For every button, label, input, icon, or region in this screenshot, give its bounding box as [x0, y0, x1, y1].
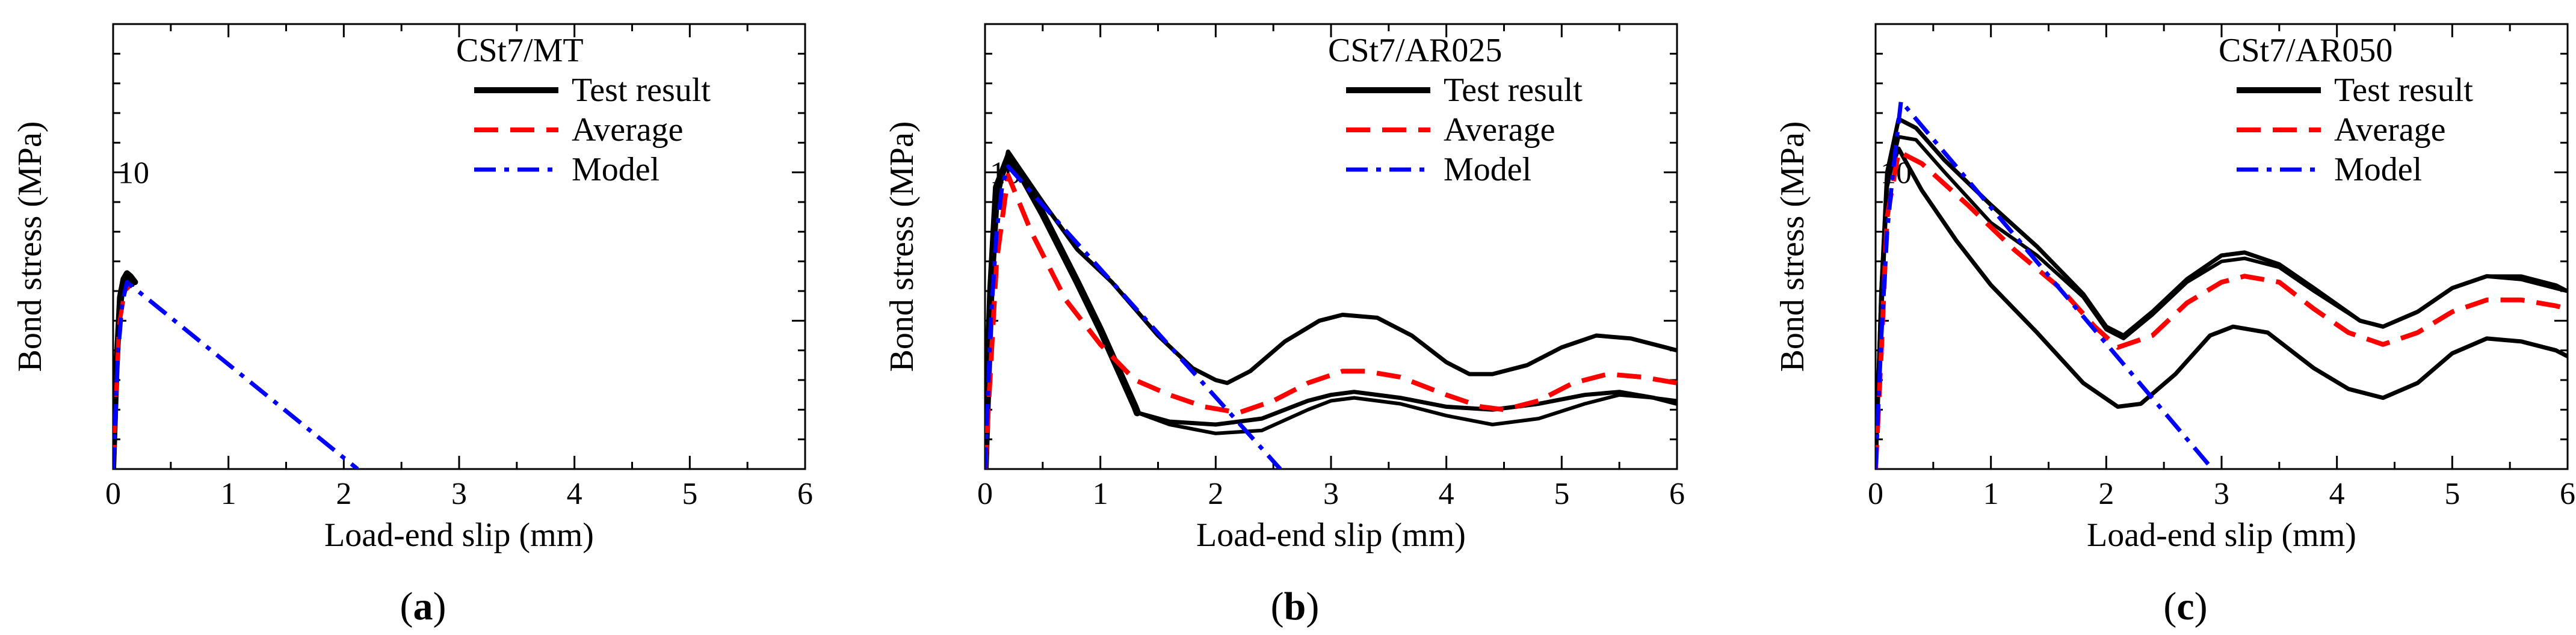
series-line-average	[1876, 149, 2568, 469]
chart-panel-c: 0 1 2 3 4 5 61 0 Load-end slip (mm) Bond stress (…	[1774, 23, 2575, 628]
series-line-test-result	[985, 154, 1141, 469]
x-tick-label: 5	[2444, 477, 2460, 511]
x-tick-label: 6	[2560, 477, 2575, 511]
series-line-model	[985, 164, 1282, 469]
legend-label-test-result: Test result	[2334, 72, 2473, 109]
x-axis: 0 1 2 3 4 5 6	[1868, 24, 2575, 511]
caption-open: (	[400, 584, 413, 628]
caption-close: )	[1306, 584, 1319, 628]
x-axis-label: Load-end slip (mm)	[324, 517, 594, 554]
x-axis: 0 1 2 3 4 5 6	[105, 24, 813, 511]
caption-letter: a	[413, 584, 433, 628]
caption-letter: c	[2176, 584, 2194, 628]
panel-title: CSt7/AR025	[1328, 32, 1502, 69]
x-tick-label: 2	[2098, 477, 2114, 511]
series-line-average	[985, 173, 1677, 469]
y-axis: 10	[113, 23, 805, 470]
y-axis-label: Bond stress (MPa)	[11, 121, 49, 372]
x-tick-label: 4	[1439, 477, 1454, 511]
legend-label-model: Model	[572, 151, 659, 188]
caption-open: (	[1271, 584, 1284, 628]
legend-label-model: Model	[1444, 151, 1531, 188]
x-tick-label: 2	[336, 477, 351, 511]
panel-caption: (a)	[400, 584, 446, 628]
x-tick-label: 0	[977, 477, 993, 511]
legend-label-test-result: Test result	[1444, 72, 1583, 109]
series-group	[985, 149, 1677, 469]
legend-label-average: Average	[2334, 111, 2446, 149]
x-tick-label: 1	[221, 477, 236, 511]
caption-close: )	[433, 584, 446, 628]
x-tick-label: 3	[1323, 477, 1339, 511]
caption-letter: b	[1284, 584, 1306, 628]
panel-title: CSt7/MT	[456, 32, 584, 69]
x-tick-label: 3	[451, 477, 467, 511]
chart-panel-b: 0 1 2 3 4 5 61 0 Load-end slip (mm) Bond stress (…	[883, 23, 1685, 628]
x-axis: 0 1 2 3 4 5 6	[977, 24, 1685, 511]
caption-close: )	[2195, 584, 2208, 628]
x-tick-label: 1	[1983, 477, 1999, 511]
series-line-test-result	[1876, 135, 2568, 469]
series-line-model	[1876, 99, 2214, 469]
legend-label-model: Model	[2334, 151, 2422, 188]
x-tick-label: 5	[682, 477, 697, 511]
legend-label-average: Average	[572, 111, 684, 149]
panel-caption: (b)	[1271, 584, 1320, 628]
x-tick-label: 4	[2329, 477, 2345, 511]
series-line-model	[113, 280, 359, 469]
series-line-test-result	[1135, 390, 1677, 427]
x-tick-label: 2	[1208, 477, 1223, 511]
y-axis-label: Bond stress (MPa)	[883, 121, 921, 372]
y-tick-label: 10	[118, 156, 149, 191]
x-tick-label: 1	[1093, 477, 1108, 511]
x-axis-label: Load-end slip (mm)	[1196, 517, 1466, 554]
x-tick-label: 4	[567, 477, 582, 511]
x-tick-label: 0	[105, 477, 121, 511]
series-line-test-result	[1135, 393, 1677, 435]
chart-panel-a: 0 1 2 3 4 5 6 10 Load-end slip (mm) Bond stress (…	[11, 23, 813, 628]
x-axis-label: Load-end slip (mm)	[2087, 517, 2356, 554]
y-axis-label: Bond stress (MPa)	[1774, 121, 1811, 372]
panel-title: CSt7/AR050	[2219, 32, 2392, 69]
x-tick-label: 3	[2214, 477, 2229, 511]
caption-open: (	[2163, 584, 2176, 628]
x-tick-label: 0	[1868, 477, 1883, 511]
series-line-test-result	[1876, 146, 2568, 469]
x-tick-label: 5	[1554, 477, 1569, 511]
series-group	[113, 270, 359, 469]
x-tick-label: 6	[797, 477, 813, 511]
x-tick-label: 6	[1669, 477, 1685, 511]
legend-label-average: Average	[1444, 111, 1555, 149]
legend-label-test-result: Test result	[572, 72, 711, 109]
series-line-test-result	[1876, 117, 2568, 469]
panel-caption: (c)	[2163, 584, 2207, 628]
series-group	[1876, 99, 2568, 469]
